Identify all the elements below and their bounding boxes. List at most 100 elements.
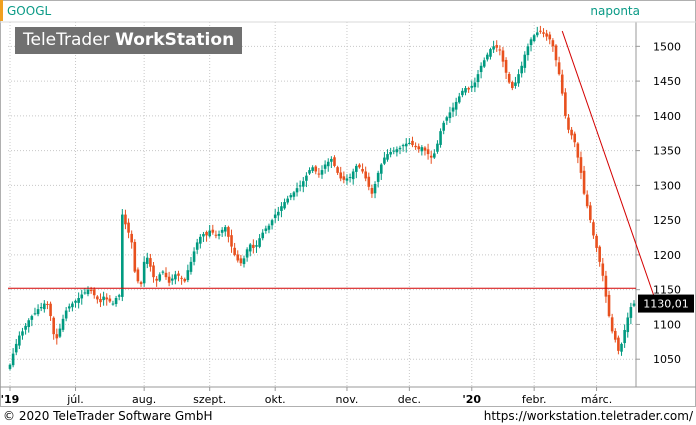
source-url[interactable]: https://workstation.teletrader.com/ bbox=[483, 409, 693, 423]
candle-body bbox=[379, 164, 383, 174]
candle-body bbox=[373, 183, 377, 194]
candle-body bbox=[470, 85, 474, 88]
candle-body bbox=[351, 171, 355, 180]
y-tick-label: 1250 bbox=[653, 214, 681, 227]
copyright-text: © 2020 TeleTrader Software GmbH bbox=[3, 409, 213, 423]
candle-body bbox=[367, 176, 371, 187]
candle-body bbox=[239, 258, 243, 264]
candle-body bbox=[620, 343, 623, 352]
candle-body bbox=[345, 178, 349, 181]
y-tick-label: 1400 bbox=[653, 110, 681, 123]
candle-body bbox=[576, 143, 580, 158]
candle-body bbox=[233, 247, 236, 255]
candle-body bbox=[607, 294, 611, 317]
candle-body bbox=[83, 292, 87, 294]
x-tick-label: márc. bbox=[581, 393, 612, 406]
candle-body bbox=[436, 143, 439, 152]
candle-body bbox=[208, 230, 211, 237]
candle-body bbox=[585, 194, 589, 207]
candle-body bbox=[283, 202, 286, 209]
candle-body bbox=[267, 225, 271, 230]
candle-body bbox=[308, 170, 311, 174]
candle-body bbox=[348, 177, 352, 179]
y-tick-label: 1200 bbox=[653, 249, 681, 262]
candle-body bbox=[511, 82, 514, 89]
candle-body bbox=[289, 195, 293, 198]
candle-body bbox=[242, 258, 246, 265]
watermark-product: WorkStation bbox=[115, 30, 235, 50]
candle-body bbox=[14, 343, 18, 353]
ticker-accent-bar bbox=[0, 0, 3, 21]
candle-body bbox=[124, 214, 127, 225]
candle-body bbox=[227, 227, 230, 237]
candle-body bbox=[202, 234, 205, 237]
candle-body bbox=[632, 303, 636, 306]
candle-body bbox=[80, 294, 84, 299]
candle-body bbox=[589, 205, 592, 221]
candle-body bbox=[108, 298, 112, 302]
candle-body bbox=[145, 257, 149, 264]
candle-body bbox=[457, 96, 461, 103]
candle-body bbox=[358, 164, 361, 168]
candle-body bbox=[130, 233, 133, 243]
x-tick-label: dec. bbox=[398, 393, 421, 406]
candle-body bbox=[30, 316, 34, 320]
candle-body bbox=[96, 296, 99, 300]
candle-body bbox=[99, 298, 102, 303]
candle-body bbox=[273, 214, 277, 219]
candle-body bbox=[264, 228, 268, 231]
candle-body bbox=[532, 35, 536, 42]
candle-body bbox=[423, 147, 427, 151]
candlestick-chart[interactable]: '19 júl. aug. szept. okt. nov. dec. '20 febr. már… bbox=[0, 0, 696, 407]
candle-body bbox=[117, 295, 121, 297]
candle-body bbox=[301, 181, 305, 187]
interval-label: naponta bbox=[590, 4, 640, 18]
candle-body bbox=[520, 65, 523, 74]
candle-body bbox=[295, 188, 299, 193]
candle-body bbox=[102, 296, 105, 301]
candle-body bbox=[461, 90, 464, 96]
candle-body bbox=[370, 188, 374, 194]
candle-body bbox=[548, 34, 552, 40]
candle-body bbox=[248, 244, 252, 252]
candle-body bbox=[557, 62, 561, 75]
candle-body bbox=[49, 303, 52, 317]
candle-body bbox=[52, 317, 55, 335]
candle-body bbox=[613, 330, 617, 340]
candle-body bbox=[420, 147, 424, 152]
candle-body bbox=[498, 49, 502, 51]
candle-body bbox=[579, 157, 583, 173]
chart-frame: '19 júl. aug. szept. okt. nov. dec. '20 febr. már… bbox=[0, 0, 696, 407]
candle-body bbox=[333, 157, 336, 166]
candle-body bbox=[573, 133, 577, 143]
y-tick-label: 1150 bbox=[653, 284, 681, 297]
candle-body bbox=[464, 88, 467, 93]
candle-body bbox=[554, 45, 558, 61]
candle-body bbox=[392, 150, 396, 152]
candle-body bbox=[58, 328, 62, 337]
candle-body bbox=[174, 274, 177, 280]
last-price-box bbox=[638, 294, 694, 313]
candle-body bbox=[170, 278, 174, 281]
candle-body bbox=[542, 32, 545, 34]
candle-body bbox=[270, 220, 274, 226]
candle-body bbox=[142, 261, 146, 284]
candle-body bbox=[236, 254, 240, 261]
candle-body bbox=[604, 275, 608, 297]
candle-body bbox=[277, 211, 280, 216]
x-tick-label: febr. bbox=[522, 393, 547, 406]
candle-body bbox=[482, 60, 486, 67]
candle-body bbox=[433, 153, 436, 158]
candle-body bbox=[595, 235, 598, 248]
y-tick-label: 1100 bbox=[653, 318, 681, 331]
chart-border bbox=[0, 0, 696, 407]
candle-body bbox=[495, 45, 499, 48]
candle-body bbox=[376, 172, 380, 182]
candle-body bbox=[504, 59, 508, 73]
candle-body bbox=[398, 147, 402, 150]
candle-body bbox=[326, 161, 330, 167]
candle-body bbox=[149, 258, 152, 267]
candle-body bbox=[111, 303, 115, 305]
ticker-symbol: GOOGL bbox=[7, 4, 52, 18]
candle-body bbox=[77, 298, 80, 303]
